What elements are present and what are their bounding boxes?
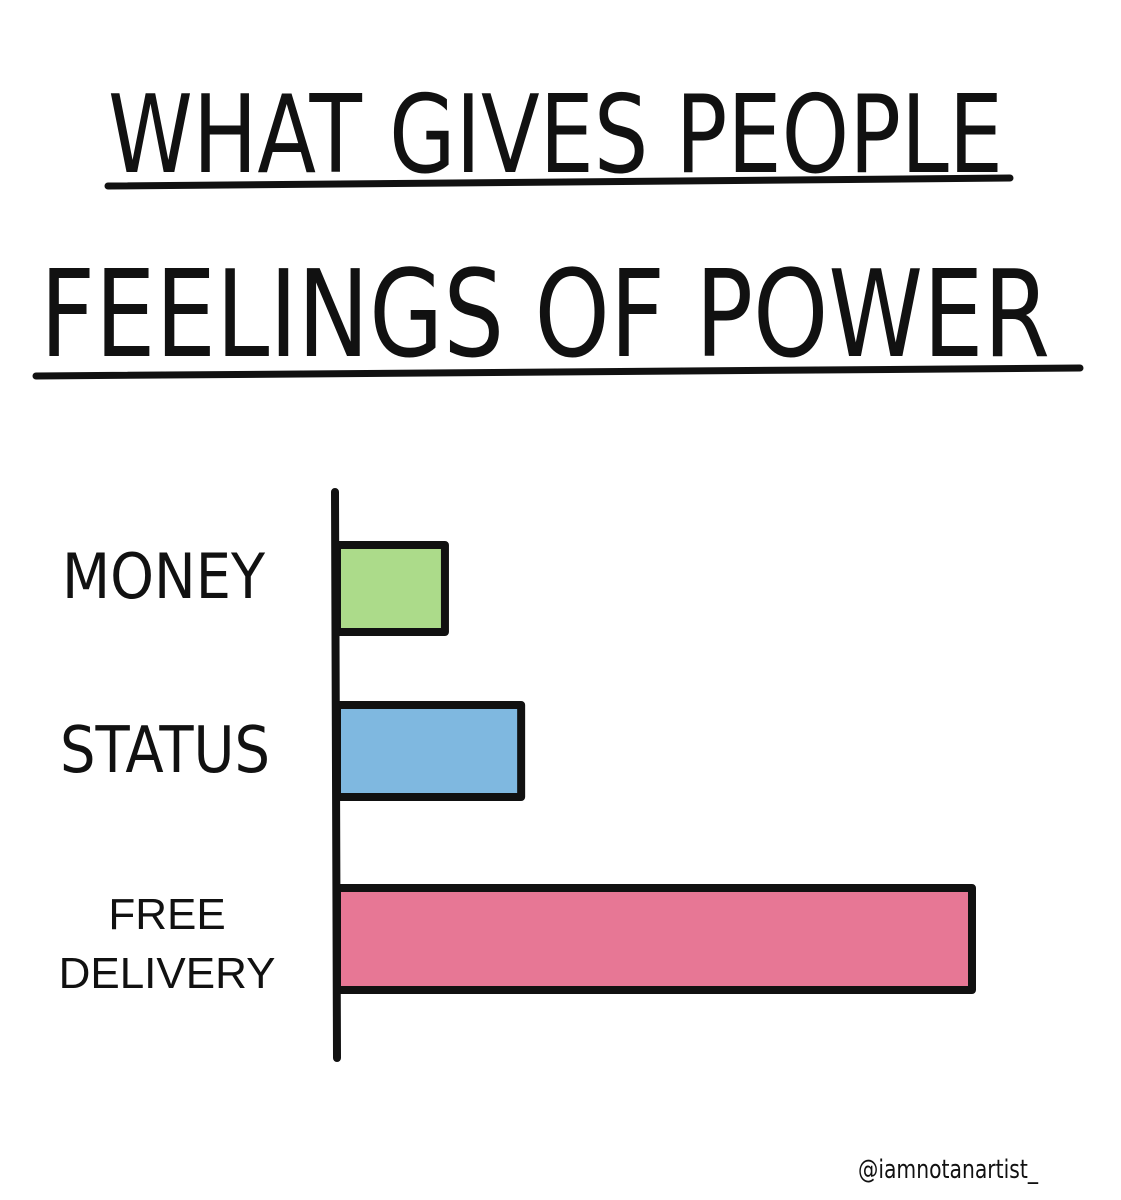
category-label-free-delivery: DELIVERY xyxy=(59,949,276,998)
category-label-money: MONEY xyxy=(62,540,265,613)
category-label-status: STATUS xyxy=(60,714,270,788)
credit-signature: @iamnotanartist_ xyxy=(858,1155,1039,1185)
bar-money xyxy=(333,541,449,636)
chart-title-line-2: FEELINGS OF POWER xyxy=(40,246,1050,385)
y-axis xyxy=(331,488,341,1062)
category-label-free-delivery: FREE xyxy=(108,890,225,939)
bar-free-delivery xyxy=(333,884,976,994)
title-underline-2 xyxy=(32,364,1084,380)
title-underline-1 xyxy=(104,174,1014,190)
bar-status xyxy=(333,701,526,801)
